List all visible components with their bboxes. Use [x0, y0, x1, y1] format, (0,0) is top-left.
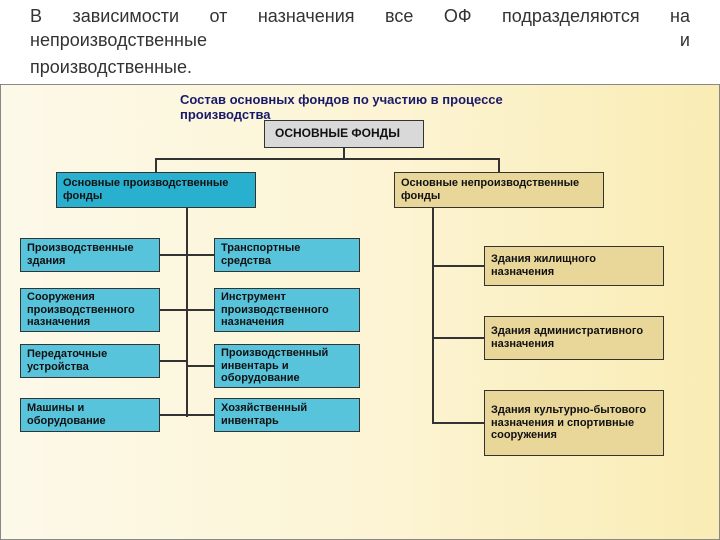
nonprod-item-0: Здания жилищного назначения [484, 246, 664, 286]
root-box: ОСНОВНЫЕ ФОНДЫ [264, 120, 424, 148]
prod-left-3: Машины и оборудование [20, 398, 160, 432]
diagram-frame: Состав основных фондов по участию в проц… [0, 84, 720, 540]
prod-left-0: Производственные здания [20, 238, 160, 272]
nonprod-item-1: Здания административного назначения [484, 316, 664, 360]
prod-left-1: Сооружения производственного назначения [20, 288, 160, 332]
connector [432, 265, 484, 267]
connector [155, 158, 500, 160]
prod-left-2: Передаточные устройства [20, 344, 160, 378]
nonprod-head: Основные непроизводственные фонды [394, 172, 604, 208]
prod-right-2: Производственный инвентарь и оборудовани… [214, 344, 360, 388]
intro-line: В зависимости от назначения все ОФ подра… [0, 0, 720, 55]
connector [186, 208, 188, 417]
connector [155, 158, 157, 172]
connector [160, 414, 186, 416]
connector [432, 422, 484, 424]
prod-head: Основные производственные фонды [56, 172, 256, 208]
connector [186, 414, 214, 416]
connector [432, 337, 484, 339]
prod-right-0: Транспортные средства [214, 238, 360, 272]
connector [343, 148, 345, 158]
connector [186, 254, 214, 256]
prod-right-1: Инструмент производственного назначения [214, 288, 360, 332]
diagram-title: Состав основных фондов по участию в проц… [180, 92, 540, 122]
connector [432, 208, 434, 422]
connector [160, 254, 186, 256]
intro-last: производственные. [0, 55, 720, 85]
connector [186, 365, 214, 367]
prod-right-3: Хозяйственный инвентарь [214, 398, 360, 432]
nonprod-item-2: Здания культурно-бытового назначения и с… [484, 390, 664, 456]
connector [160, 360, 186, 362]
connector [160, 309, 186, 311]
connector [186, 309, 214, 311]
connector [498, 158, 500, 172]
